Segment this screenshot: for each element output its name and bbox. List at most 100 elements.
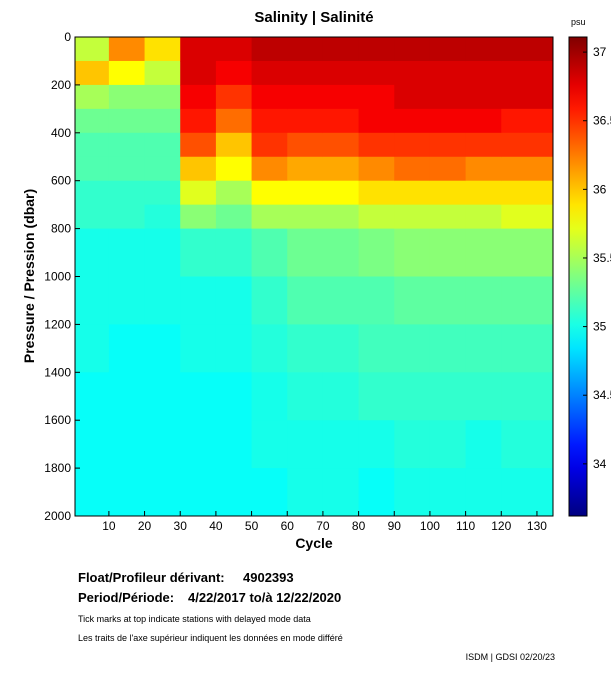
heatmap-cell xyxy=(465,204,502,230)
heatmap-cell xyxy=(358,468,395,517)
heatmap-cell xyxy=(75,108,110,134)
heatmap-cell xyxy=(465,468,502,517)
x-axis-label: Cycle xyxy=(295,535,333,551)
heatmap-cell xyxy=(287,468,324,517)
heatmap-cell xyxy=(429,228,467,277)
heatmap-cell xyxy=(322,468,360,517)
heatmap-cell xyxy=(251,108,288,134)
heatmap-cell xyxy=(394,324,431,373)
heatmap-cell xyxy=(394,276,431,325)
heatmap-cell xyxy=(144,420,181,469)
chart-title: Salinity | Salinité xyxy=(254,9,373,26)
heatmap-cell xyxy=(144,84,181,110)
heatmap-cell xyxy=(394,420,431,469)
heatmap-cell xyxy=(358,108,395,134)
heatmap-cell xyxy=(322,324,360,373)
x-tick-label: 100 xyxy=(420,519,440,533)
heatmap-cell xyxy=(429,132,467,158)
heatmap-cell xyxy=(358,324,395,373)
heatmap-cell xyxy=(215,372,253,421)
plot-area: 10 20 30 40 50 60 70 80 90 100 110 120 130 0 200 400 600… xyxy=(44,30,554,533)
heatmap-cell xyxy=(180,84,217,110)
heatmap-cell xyxy=(75,324,110,373)
heatmap-cell xyxy=(180,204,217,230)
heatmap-cell xyxy=(322,156,360,182)
heatmap-cell xyxy=(358,204,395,230)
heatmap-cell xyxy=(108,60,146,86)
heatmap-cell xyxy=(429,60,467,86)
y-tick-label: 400 xyxy=(51,126,71,140)
colorbar-gradient xyxy=(568,36,588,517)
heatmap-cell xyxy=(251,468,288,517)
y-tick-label: 2000 xyxy=(44,509,71,523)
heatmap-cell xyxy=(75,276,110,325)
period-label: Period/Période: xyxy=(78,590,174,605)
heatmap-cell xyxy=(358,60,395,86)
heatmap-cell xyxy=(75,156,110,182)
y-tick-label: 1000 xyxy=(44,270,71,284)
heatmap-cell xyxy=(144,204,181,230)
heatmap-cell xyxy=(108,204,146,230)
heatmap-cell xyxy=(251,37,288,62)
heatmap-cell xyxy=(429,84,467,110)
heatmap-cell xyxy=(75,37,110,62)
heatmap-cell xyxy=(215,468,253,517)
heatmap-cell xyxy=(287,156,324,182)
heatmap-cell xyxy=(108,324,146,373)
x-tick-label: 20 xyxy=(138,519,152,533)
heatmap-cell xyxy=(394,84,431,110)
heatmap-cell xyxy=(215,156,253,182)
heatmap-cell xyxy=(144,228,181,277)
note-fr: Les traits de l'axe supérieur indiquent … xyxy=(78,633,343,643)
heatmap-cell xyxy=(215,132,253,158)
colorbar-tick-label: 34 xyxy=(593,457,607,471)
heatmap-cell xyxy=(75,60,110,86)
heatmap-cell xyxy=(75,132,110,158)
heatmap-cell xyxy=(501,156,554,182)
colorbar-tick-label: 35.5 xyxy=(593,251,611,265)
heatmap-cell xyxy=(358,132,395,158)
heatmap-cell xyxy=(394,372,431,421)
heatmap-cell xyxy=(465,84,502,110)
y-tick-label: 1600 xyxy=(44,413,71,427)
heatmap-cell xyxy=(429,108,467,134)
heatmap-cell xyxy=(287,132,324,158)
heatmap-cell xyxy=(429,204,467,230)
heatmap-cell xyxy=(108,132,146,158)
heatmap-cell xyxy=(75,420,110,469)
heatmap-cell xyxy=(322,37,360,62)
heatmap-cell xyxy=(144,276,181,325)
heatmap-cell xyxy=(215,84,253,110)
heatmap-cell xyxy=(287,108,324,134)
heatmap-cell xyxy=(465,372,502,421)
colorbar-tick-label: 36 xyxy=(593,182,607,196)
heatmap-cell xyxy=(215,60,253,86)
heatmap-cell xyxy=(180,37,217,62)
heatmap-cell xyxy=(465,420,502,469)
y-tick-label: 200 xyxy=(51,78,71,92)
heatmap-cell xyxy=(501,204,554,230)
heatmap-cell xyxy=(429,324,467,373)
heatmap-cell xyxy=(144,468,181,517)
heatmap-cell xyxy=(394,180,431,206)
colorbar-tick-label: 37 xyxy=(593,45,607,59)
x-tick-label: 70 xyxy=(316,519,330,533)
heatmap-cell xyxy=(501,372,554,421)
heatmap-cell xyxy=(501,108,554,134)
heatmap-cell xyxy=(180,60,217,86)
heatmap-cell xyxy=(180,468,217,517)
heatmap-cell xyxy=(180,372,217,421)
heatmap-cell xyxy=(108,84,146,110)
heatmap-cell xyxy=(144,132,181,158)
heatmap-cell xyxy=(465,37,502,62)
heatmap-cell xyxy=(501,60,554,86)
heatmap-cell xyxy=(108,180,146,206)
heatmap-cell xyxy=(358,156,395,182)
heatmap-cell xyxy=(501,132,554,158)
heatmap-cell xyxy=(465,108,502,134)
heatmap-cell xyxy=(75,468,110,517)
heatmap-cell xyxy=(180,156,217,182)
heatmap-cell xyxy=(75,372,110,421)
heatmap-cell xyxy=(394,60,431,86)
heatmap-cell xyxy=(429,372,467,421)
